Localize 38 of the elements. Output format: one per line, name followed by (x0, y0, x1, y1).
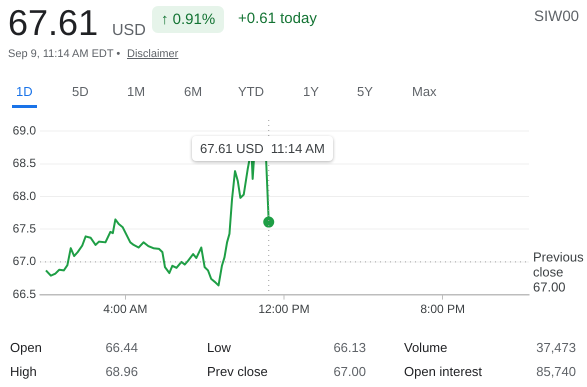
x-tick-label: 8:00 PM (420, 302, 466, 316)
text: Disclaimer (127, 48, 178, 60)
text: 1M (127, 84, 146, 99)
text: USD (112, 22, 146, 40)
text: Open interest (404, 364, 482, 379)
text: 37,473 (536, 340, 576, 355)
text: Max (412, 84, 437, 99)
y-tick-label: 68.5 (12, 156, 36, 170)
y-tick-label: 67.5 (12, 222, 36, 236)
text: 67.00 (333, 364, 366, 379)
text: Volume (404, 340, 448, 355)
text: Low (207, 340, 231, 355)
y-tick-label: 69.0 (12, 124, 36, 138)
x-tick-label: 4:00 AM (103, 302, 148, 316)
ref-line-label: Previous close 67.00 (533, 250, 584, 294)
text: 66.44 (105, 340, 138, 355)
y-tick-label: 67.0 (12, 254, 36, 268)
text: 66.13 (333, 340, 366, 355)
y-tick-label: 68.0 (12, 188, 36, 203)
text: 1Y (303, 84, 319, 99)
text: Prev close (207, 364, 268, 379)
x-tick-label: 12:00 PM (258, 302, 310, 316)
text: SIW00 (534, 8, 579, 25)
text: YTD (238, 84, 264, 99)
text: 1D (12, 84, 37, 108)
text: 5Y (357, 84, 373, 99)
text: +0.61 today (238, 10, 317, 27)
text: High (10, 364, 37, 379)
text: ↑ 0.91% (152, 6, 224, 33)
y-tick-label: 66.5 (12, 286, 36, 301)
annotation: 67.61 USD 11:14 AM (192, 136, 333, 161)
text: 68.96 (105, 364, 138, 379)
text: 85,740 (536, 364, 576, 379)
text: 6M (184, 84, 202, 99)
text: Open (10, 340, 42, 355)
text: Sep 9, 11:14 AM EDT • (8, 48, 120, 60)
text: 67.61 (8, 2, 98, 44)
text: 5D (72, 84, 89, 99)
